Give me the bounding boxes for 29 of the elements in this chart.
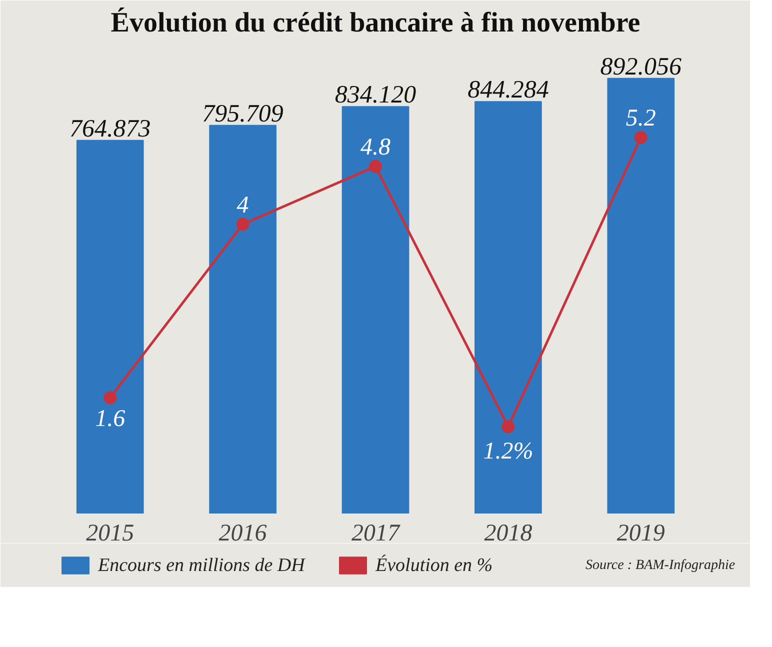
point [634, 131, 648, 144]
bar [76, 140, 144, 514]
point [104, 391, 117, 404]
data-label: 1.2% [483, 438, 534, 465]
source-note: Source : BAM-Infographie [586, 558, 736, 573]
data-label: 795.709 [202, 100, 284, 128]
bar [607, 78, 675, 514]
data-label: 892.056 [600, 53, 682, 80]
data-label: 4.8 [360, 134, 390, 160]
x-tick-label: 2019 [616, 520, 665, 546]
bar [474, 101, 542, 514]
point [369, 160, 382, 173]
data-label: 834.120 [334, 82, 417, 109]
legend-label: Encours en millions de DH [97, 555, 306, 576]
x-tick-label: 2017 [352, 520, 400, 546]
chart-title: Évolution du crédit bancaire à fin novembre [110, 6, 640, 38]
bar [209, 124, 276, 514]
point [502, 420, 515, 434]
data-label: 764.873 [69, 115, 151, 142]
data-label: 4 [236, 192, 249, 218]
x-tick-label: 2015 [86, 520, 134, 546]
legend-label: Évolution en % [374, 554, 493, 576]
point [236, 218, 250, 231]
x-tick-label: 2018 [484, 520, 532, 546]
x-tick-label: 2016 [218, 520, 267, 546]
data-label: 844.284 [468, 76, 549, 104]
data-label: 5.2 [626, 106, 656, 132]
bar [342, 106, 410, 514]
data-label: 1.6 [95, 406, 126, 432]
